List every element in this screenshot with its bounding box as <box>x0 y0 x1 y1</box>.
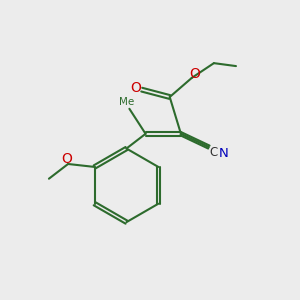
Text: Me: Me <box>119 97 134 107</box>
Text: O: O <box>189 67 200 81</box>
Text: N: N <box>219 147 229 160</box>
Text: O: O <box>130 81 141 95</box>
Text: C: C <box>209 146 218 159</box>
Text: O: O <box>61 152 72 166</box>
